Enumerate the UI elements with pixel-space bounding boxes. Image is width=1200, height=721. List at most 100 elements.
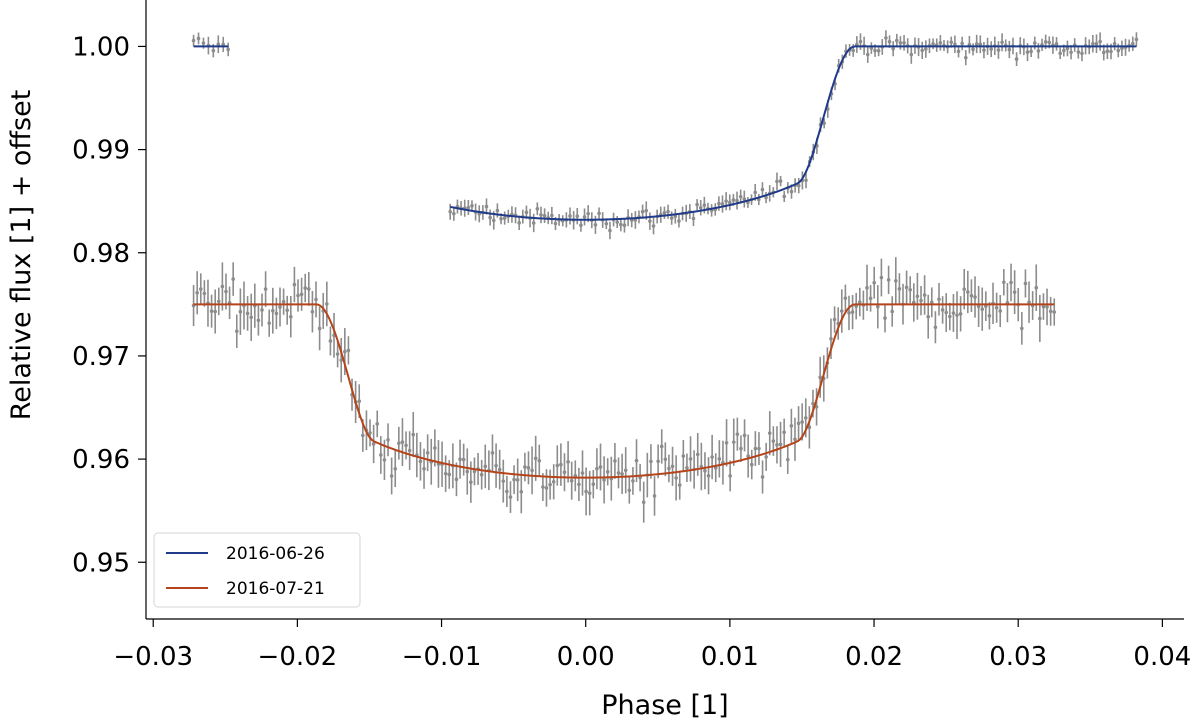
data-point <box>691 216 696 221</box>
data-point <box>760 475 765 479</box>
data-point <box>966 290 970 294</box>
data-point <box>1065 46 1070 51</box>
data-point <box>201 41 206 45</box>
data-point <box>674 476 678 480</box>
x-tick-label: −0.03 <box>113 642 193 672</box>
data-point <box>548 482 552 487</box>
data-point <box>531 221 536 225</box>
data-point <box>829 336 833 341</box>
x-tick-label: 0.01 <box>701 642 759 672</box>
data-point <box>879 275 884 280</box>
data-point <box>920 48 925 53</box>
data-point <box>491 218 496 223</box>
data-point <box>216 299 221 304</box>
data-point <box>361 433 365 438</box>
data-point <box>278 305 282 309</box>
data-point <box>873 48 877 53</box>
data-point <box>422 466 426 471</box>
data-point <box>555 463 560 468</box>
data-point <box>937 297 941 302</box>
data-point <box>448 209 452 214</box>
data-point <box>855 42 859 47</box>
data-point <box>695 202 699 207</box>
data-point <box>847 311 851 315</box>
data-point <box>710 455 714 459</box>
data-point <box>724 199 728 203</box>
data-point <box>198 287 203 291</box>
data-point <box>382 458 387 462</box>
data-point <box>517 221 521 225</box>
x-tick-label: −0.02 <box>258 642 338 672</box>
data-point <box>1007 47 1012 52</box>
data-point <box>891 46 895 51</box>
data-point <box>670 464 675 469</box>
data-point <box>1134 37 1139 42</box>
data-point <box>393 467 398 471</box>
data-point <box>782 194 787 199</box>
data-point <box>579 223 583 228</box>
data-point <box>789 423 794 428</box>
data-point <box>851 48 856 53</box>
data-point <box>850 310 855 314</box>
model-curve-series-2 <box>193 303 1055 479</box>
data-point <box>484 204 489 209</box>
data-point <box>969 293 974 298</box>
data-point <box>971 47 975 52</box>
data-point <box>764 455 768 459</box>
data-point <box>1032 41 1037 45</box>
data-point <box>677 483 682 487</box>
data-point <box>577 482 581 487</box>
data-point <box>667 466 671 471</box>
data-point <box>717 201 721 206</box>
data-point <box>595 466 599 471</box>
data-point <box>865 52 870 57</box>
data-point <box>807 425 812 430</box>
data-point <box>502 216 507 220</box>
data-point <box>357 399 362 403</box>
data-point <box>908 287 913 292</box>
data-point <box>447 472 452 477</box>
data-point <box>497 467 502 472</box>
data-point <box>587 491 592 495</box>
data-point <box>924 47 928 51</box>
data-point <box>778 442 783 447</box>
data-point <box>931 42 935 46</box>
data-point <box>623 468 628 473</box>
data-point <box>785 457 790 462</box>
data-point <box>562 470 567 475</box>
data-point <box>1034 285 1039 290</box>
data-point <box>580 471 585 475</box>
data-point <box>814 405 819 409</box>
data-point <box>256 318 261 323</box>
data-point <box>591 482 596 487</box>
data-point <box>231 277 235 281</box>
data-point <box>987 313 992 318</box>
data-point <box>1038 316 1042 321</box>
data-point <box>749 462 754 467</box>
data-point <box>328 339 333 343</box>
data-point <box>515 478 520 482</box>
data-point <box>688 457 693 461</box>
y-tick-label: 0.98 <box>72 239 130 269</box>
data-point <box>616 471 621 475</box>
data-point <box>553 221 558 226</box>
data-point <box>685 465 689 470</box>
data-point <box>1002 280 1006 285</box>
data-point <box>735 432 740 436</box>
data-point <box>598 465 603 469</box>
data-point <box>1054 42 1059 46</box>
data-point <box>622 223 627 228</box>
data-point <box>488 215 492 220</box>
data-point <box>533 456 538 461</box>
data-point <box>325 302 329 306</box>
data-point <box>407 448 412 453</box>
y-tick-label: 0.97 <box>72 342 130 372</box>
data-point <box>339 358 344 362</box>
data-point <box>872 280 876 285</box>
data-point <box>666 209 670 214</box>
data-point <box>926 314 931 319</box>
data-point <box>1098 39 1102 44</box>
data-point <box>649 459 653 464</box>
x-axis-label: Phase [1] <box>601 690 728 721</box>
